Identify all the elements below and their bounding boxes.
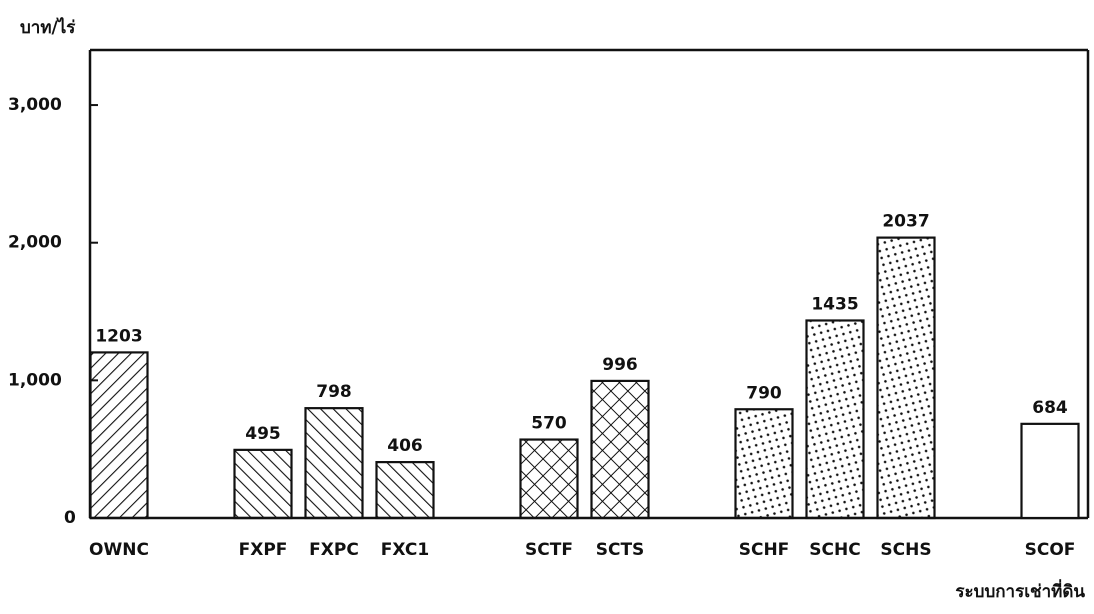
y-tick-label: 1,000 xyxy=(8,370,62,390)
bar xyxy=(1022,424,1079,518)
x-axis-label: ระบบการเช่าที่ดิน xyxy=(955,579,1085,602)
bar xyxy=(306,408,363,518)
x-tick-label: SCHC xyxy=(809,540,860,560)
value-label: 798 xyxy=(316,382,352,402)
bar xyxy=(377,462,434,518)
x-tick-label: SCHS xyxy=(880,540,931,560)
x-tick-label: FXPF xyxy=(239,540,288,560)
x-tick-label: FXPC xyxy=(309,540,359,560)
value-label: 570 xyxy=(531,414,567,434)
bar xyxy=(807,320,864,518)
value-label: 684 xyxy=(1032,398,1068,418)
chart: บาท/ไร่ ระบบการเช่าที่ดิน 0 1,000 2,000 3,0… xyxy=(0,0,1094,614)
y-tick-label: 2,000 xyxy=(8,233,62,253)
x-tick-label: SCTS xyxy=(596,540,645,560)
x-tick-label: SCOF xyxy=(1025,540,1076,560)
bar xyxy=(91,352,148,518)
bar xyxy=(736,409,793,518)
x-tick-label: SCTF xyxy=(525,540,573,560)
value-label: 790 xyxy=(746,383,782,403)
y-tick-label: 3,000 xyxy=(8,95,62,115)
value-label: 1203 xyxy=(95,326,142,346)
x-tick-label: FXC1 xyxy=(381,540,429,560)
bar xyxy=(235,450,292,518)
value-label: 495 xyxy=(245,424,281,444)
y-tick-label: 0 xyxy=(64,508,76,528)
bar xyxy=(592,381,649,518)
value-label: 2037 xyxy=(882,212,929,232)
bar xyxy=(878,238,935,518)
y-axis-label: บาท/ไร่ xyxy=(20,17,76,38)
value-label: 1435 xyxy=(811,294,858,314)
value-label: 406 xyxy=(387,436,423,456)
value-label: 996 xyxy=(602,355,638,375)
x-tick-label: SCHF xyxy=(739,540,790,560)
bar xyxy=(521,440,578,518)
x-tick-label: OWNC xyxy=(89,540,149,560)
